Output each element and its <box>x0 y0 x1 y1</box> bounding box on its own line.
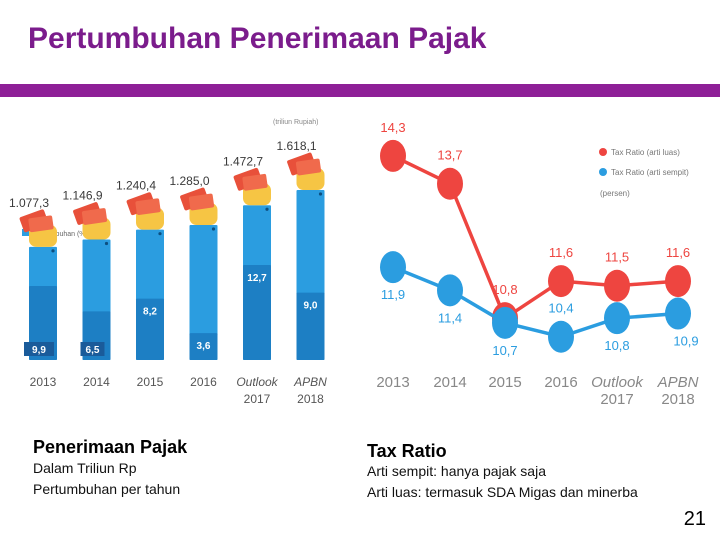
bar-dot <box>51 249 55 253</box>
data-label: 11,6 <box>549 245 573 260</box>
data-label: 11,4 <box>438 310 462 325</box>
growth-bar <box>243 265 271 360</box>
data-point <box>548 265 574 298</box>
right-caption-title: Tax Ratio <box>367 441 447 461</box>
legend-dot <box>599 168 607 176</box>
title-accent-bar <box>0 84 720 97</box>
growth-value-label: 3,6 <box>197 341 211 352</box>
data-point <box>604 302 630 335</box>
revenue-value-label: 1.146,9 <box>62 189 102 203</box>
series-line-luas <box>392 154 679 320</box>
data-point <box>604 269 630 302</box>
legend-dot <box>599 148 607 156</box>
revenue-value-label: 1.472,7 <box>223 154 263 168</box>
growth-value-label: 6,5 <box>86 345 100 356</box>
legend-label: Tax Ratio (arti sempit) <box>611 168 689 177</box>
data-point <box>437 167 463 200</box>
revenue-bar <box>189 224 218 360</box>
data-label: 10,8 <box>604 338 629 353</box>
bar-dot <box>265 207 269 211</box>
legend-label: Tax Ratio (arti luas) <box>611 148 680 157</box>
growth-value-label: 12,7 <box>247 273 267 284</box>
revenue-value-label: 1.240,4 <box>116 179 156 193</box>
data-label: 11,9 <box>381 287 405 302</box>
left-caption-line-1: Dalam Triliun Rp <box>33 460 137 476</box>
growth-bar <box>29 285 57 360</box>
growth-bar <box>296 292 325 360</box>
bar-dot <box>158 232 162 236</box>
data-label: 10,4 <box>548 301 573 316</box>
x-tick-label: 2016 <box>190 375 217 389</box>
growth-bar <box>189 333 218 360</box>
x-tick-label: 2013 <box>376 374 409 391</box>
data-point <box>665 297 691 330</box>
bar-dot <box>318 192 323 196</box>
x-tick-label: Outlook <box>591 374 644 391</box>
tax-ratio-line-chart: Tax Ratio (arti luas) Tax Ratio (arti sem… <box>376 120 699 408</box>
legend-label: Pertumbuhan (%) <box>33 231 88 238</box>
data-label: 11,5 <box>605 250 629 265</box>
banknote-icon <box>295 158 322 176</box>
revenue-value-label: 1.077,3 <box>9 196 49 210</box>
data-label: 11,6 <box>666 245 690 260</box>
banknote-icon <box>28 215 54 233</box>
data-label: 10,7 <box>492 343 517 358</box>
x-tick-label: 2015 <box>488 374 521 391</box>
left-caption-title: Penerimaan Pajak <box>33 437 188 457</box>
data-point <box>380 251 406 284</box>
data-label: 10,9 <box>673 334 698 349</box>
growth-value-label: 8,2 <box>143 307 157 318</box>
data-point <box>437 274 463 307</box>
right-caption-line-1: Arti sempit: hanya pajak saja <box>367 463 546 479</box>
banknote-icon <box>242 173 268 191</box>
growth-value-label: 9,0 <box>304 301 318 312</box>
banknote-icon <box>81 208 108 225</box>
tax-revenue-bar-chart: (triliun Rupiah) Pertumbuhan (%) 9,9 1.077,… <box>9 119 327 406</box>
growth-value-label: 9,9 <box>32 345 46 356</box>
data-label: 14,3 <box>380 120 405 135</box>
slide-title: Pertumbuhan Penerimaan Pajak <box>28 22 487 55</box>
x-tick-label: 2018 <box>661 391 694 408</box>
unit-label: (triliun Rupiah) <box>273 119 319 126</box>
x-tick-label: 2014 <box>433 374 466 391</box>
x-tick-label: 2016 <box>544 374 577 391</box>
x-tick-label: APBN <box>293 375 327 389</box>
data-point <box>665 265 691 298</box>
x-tick-label: 2015 <box>137 375 164 389</box>
data-label: 13,7 <box>437 148 462 163</box>
x-tick-label: 2017 <box>600 391 633 408</box>
legend-swatch <box>22 229 29 236</box>
data-label: 10,8 <box>492 282 517 297</box>
revenue-value-label: 1.618,1 <box>276 139 316 153</box>
x-tick-label: 2018 <box>297 392 324 406</box>
revenue-value-label: 1.285,0 <box>169 174 209 188</box>
data-point <box>548 320 574 353</box>
data-point <box>492 306 518 339</box>
x-tick-label: Outlook <box>236 375 278 389</box>
growth-label-box <box>24 342 54 356</box>
bar-dot <box>211 227 216 231</box>
x-tick-label: 2014 <box>83 375 110 389</box>
series-line-sempit <box>392 265 679 339</box>
x-tick-label: 2013 <box>30 375 57 389</box>
data-point <box>380 139 406 172</box>
banknote-icon <box>135 198 161 216</box>
growth-label-box <box>80 342 105 356</box>
legend-unit: (persen) <box>600 189 630 198</box>
x-tick-label: APBN <box>657 374 699 391</box>
banknote-icon <box>188 193 215 211</box>
bar-dot <box>104 241 109 246</box>
page-number: 21 <box>683 508 706 530</box>
right-caption-line-2: Arti luas: termasuk SDA Migas dan minerb… <box>367 484 638 500</box>
left-caption-line-2: Pertumbuhan per tahun <box>33 481 181 497</box>
x-tick-label: 2017 <box>244 392 271 406</box>
growth-bar <box>136 298 164 360</box>
